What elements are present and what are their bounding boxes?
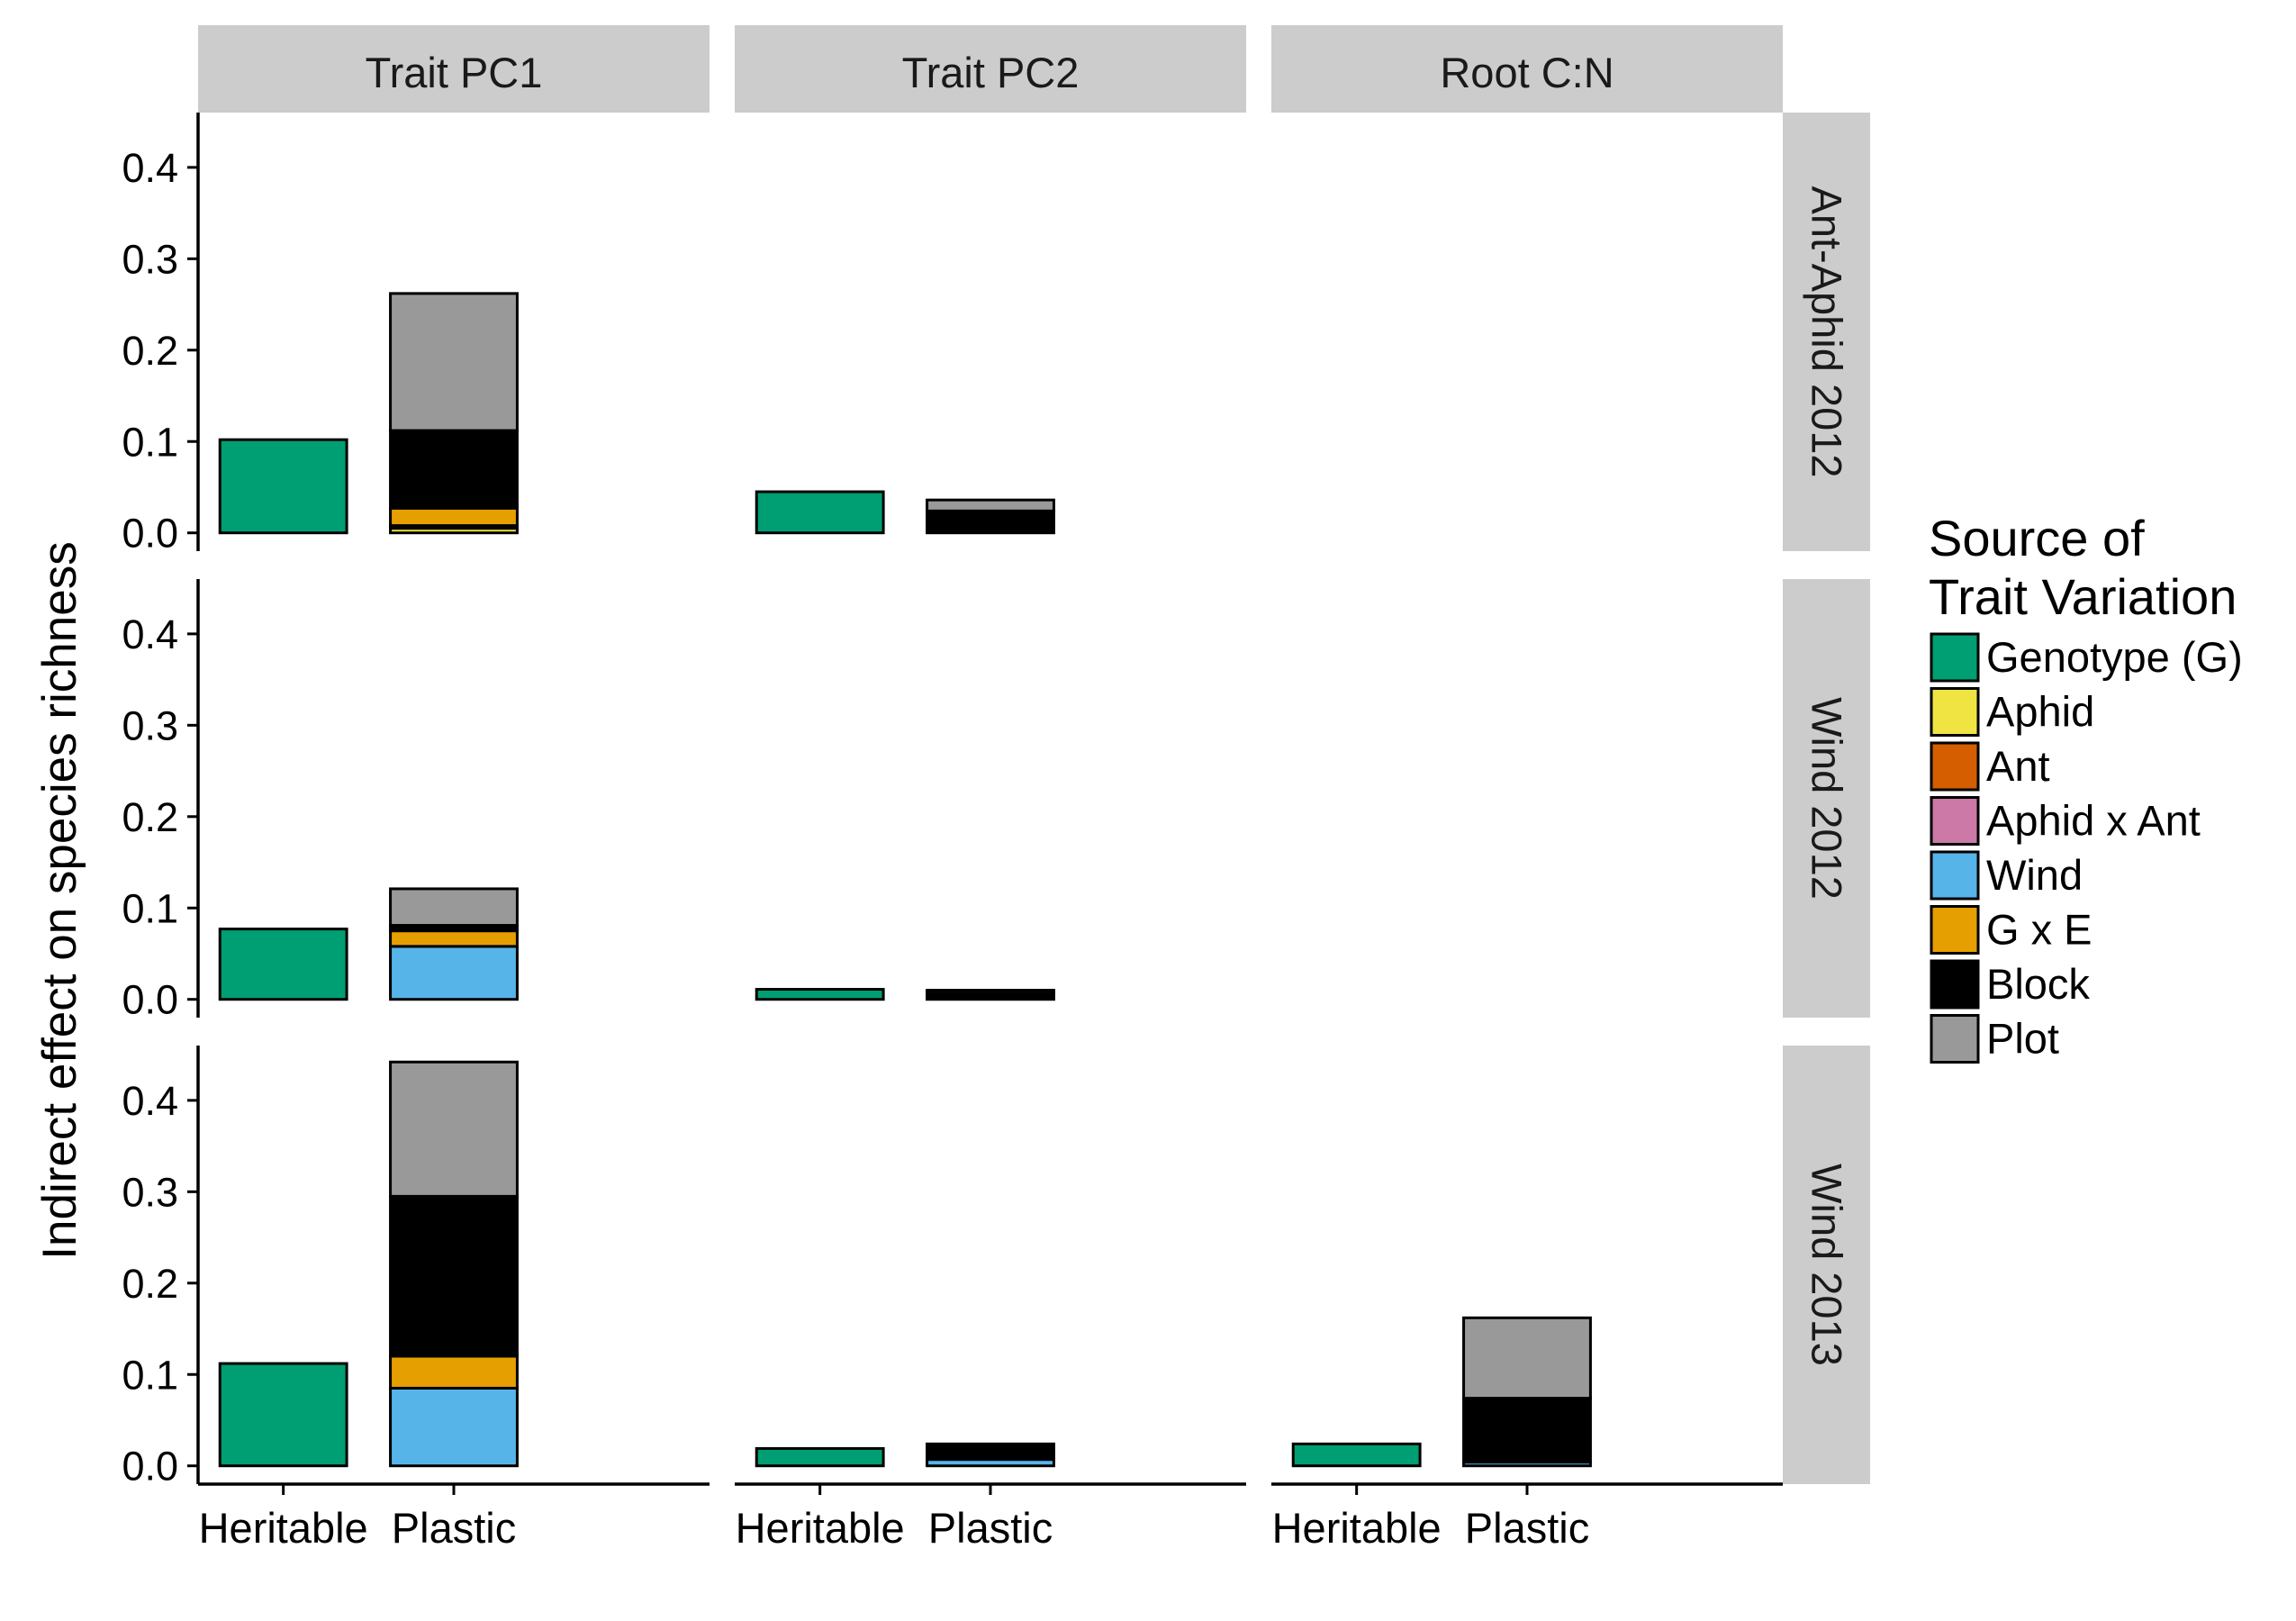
legend-label-plot: Plot: [1986, 1015, 2059, 1063]
legend-title-line-1: Source of: [1929, 510, 2145, 566]
bar-segment-wind-2013-root-c-n-plastic-plot: [1462, 1316, 1592, 1400]
bar-segment-wind-2013-root-c-n-heritable-genotype-g: [1291, 1442, 1422, 1468]
y-tick-label: 0.4: [122, 611, 178, 657]
legend-label-genotype-g: Genotype (G): [1986, 633, 2243, 681]
legend-label-ant: Ant: [1986, 742, 2050, 790]
bar-segment-ant-aphid-2012-trait-pc2-heritable-genotype-g: [755, 490, 885, 535]
facet-strip-wind-2012: [1783, 579, 1870, 1018]
x-tick-label-plastic: Plastic: [392, 1504, 516, 1552]
legend-key-genotype-g: [1930, 632, 1980, 683]
bar-segment-ant-aphid-2012-trait-pc1-plastic-g-x-e: [389, 506, 519, 528]
bar-segment-wind-2012-trait-pc2-heritable-genotype-g: [755, 988, 885, 1001]
bar-segment-wind-2012-trait-pc1-plastic-wind: [389, 945, 519, 1001]
legend-title-line-2: Trait Variation: [1929, 568, 2237, 625]
x-tick-label-plastic: Plastic: [928, 1504, 1053, 1552]
x-tick-label-plastic: Plastic: [1465, 1504, 1589, 1552]
y-tick-label: 0.1: [122, 1352, 178, 1398]
legend-label-aphid: Aphid: [1986, 688, 2094, 736]
bar-segment-wind-2013-trait-pc2-plastic-block: [926, 1442, 1055, 1462]
bar-segment-wind-2013-root-c-n-plastic-block: [1462, 1397, 1592, 1464]
legend-label-wind: Wind: [1986, 851, 2083, 899]
bar-segment-ant-aphid-2012-trait-pc2-plastic-plot: [926, 498, 1055, 512]
y-tick-label: 0.2: [122, 328, 178, 374]
bar-segment-wind-2012-trait-pc1-heritable-genotype-g: [218, 928, 348, 1001]
y-tick-label: 0.4: [122, 1078, 178, 1124]
legend-items: Genotype (G) Aphid Ant Aphid x Ant Wind G x E…: [1930, 632, 2243, 1064]
bar-segment-wind-2012-trait-pc2-plastic-plot: [926, 989, 1055, 995]
y-tick-label: 0.3: [122, 702, 178, 748]
legend-key-aphid: [1930, 687, 1980, 737]
facet-label-root-c-n: Root C:N: [1440, 49, 1614, 96]
y-tick-label: 0.4: [122, 145, 178, 191]
bar-segment-wind-2012-trait-pc1-plastic-g-x-e: [389, 929, 519, 948]
x-tick-label-heritable: Heritable: [1272, 1504, 1442, 1552]
y-tick-label: 0.3: [122, 1169, 178, 1215]
facet-label-trait-pc1: Trait PC1: [366, 49, 543, 96]
bar-segment-wind-2012-trait-pc1-plastic-plot: [389, 887, 519, 928]
x-tick-label-heritable: Heritable: [736, 1504, 905, 1552]
bar-segment-wind-2013-trait-pc1-plastic-wind: [389, 1386, 519, 1468]
y-tick-label: 0.0: [122, 977, 178, 1023]
y-tick-label: 0.1: [122, 419, 178, 465]
y-tick-label: 0.1: [122, 885, 178, 931]
legend-key-wind: [1930, 850, 1980, 901]
bar-segment-ant-aphid-2012-trait-pc1-heritable-genotype-g: [218, 438, 348, 535]
y-tick-label: 0.0: [122, 511, 178, 557]
plot-area: Trait PC1 Trait PC2 Root C:N Ant-Aphid 2012…: [122, 25, 1870, 1552]
legend-label-g-x-e: G x E: [1986, 906, 2093, 954]
bar-segment-wind-2013-trait-pc1-plastic-block: [389, 1194, 519, 1358]
x-tick-label-heritable: Heritable: [199, 1504, 368, 1552]
facet-label-trait-pc2: Trait PC2: [902, 49, 1080, 96]
legend: Source of Trait Variation Genotype (G) Ap…: [1929, 510, 2243, 1064]
y-tick-label: 0.2: [122, 794, 178, 840]
facet-strip-ant-aphid-2012: [1783, 113, 1870, 551]
y-axis-title: Indirect effect on species richness: [33, 541, 86, 1259]
bar-segment-wind-2013-trait-pc2-heritable-genotype-g: [755, 1446, 885, 1468]
facet-label-wind-2012: Wind 2012: [1803, 697, 1851, 900]
facet-label-ant-aphid-2012: Ant-Aphid 2012: [1803, 186, 1851, 477]
y-tick-label: 0.2: [122, 1261, 178, 1307]
bar-segment-ant-aphid-2012-trait-pc2-plastic-block: [926, 509, 1055, 535]
facet-strip-trait-pc1: [198, 25, 710, 113]
facet-label-wind-2013: Wind 2013: [1803, 1164, 1851, 1366]
legend-label-aphid-x-ant: Aphid x Ant: [1986, 797, 2201, 845]
facet-strip-root-c-n: [1271, 25, 1783, 113]
facet-strip-wind-2013: [1783, 1046, 1870, 1484]
y-tick-label: 0.0: [122, 1444, 178, 1490]
legend-key-ant: [1930, 741, 1980, 792]
legend-key-g-x-e: [1930, 905, 1980, 955]
bar-segment-ant-aphid-2012-trait-pc1-plastic-block: [389, 429, 519, 510]
legend-key-aphid-x-ant: [1930, 796, 1980, 846]
y-tick-label: 0.3: [122, 236, 178, 282]
bar-segment-ant-aphid-2012-trait-pc1-plastic-plot: [389, 292, 519, 432]
bar-segment-wind-2013-trait-pc1-heritable-genotype-g: [218, 1362, 348, 1468]
bar-segment-wind-2013-trait-pc1-plastic-g-x-e: [389, 1354, 519, 1390]
bar-segment-wind-2013-trait-pc1-plastic-plot: [389, 1060, 519, 1198]
legend-key-block: [1930, 959, 1980, 1010]
legend-label-block: Block: [1986, 960, 2090, 1008]
facet-strip-trait-pc2: [735, 25, 1246, 113]
legend-key-plot: [1930, 1014, 1980, 1064]
